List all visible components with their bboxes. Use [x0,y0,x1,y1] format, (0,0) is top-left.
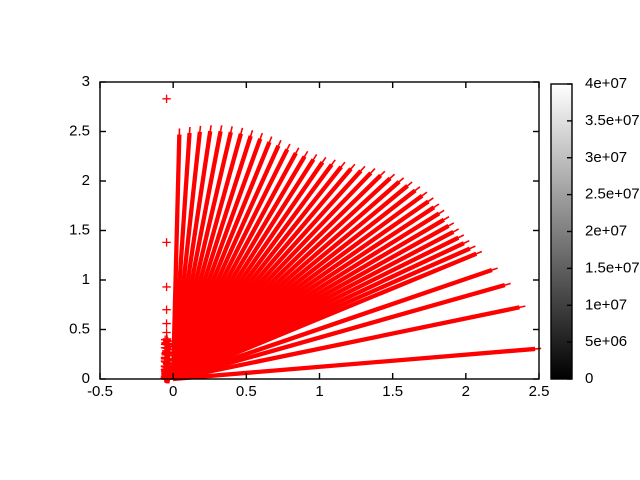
svg-text:2.5e+07: 2.5e+07 [585,186,640,203]
svg-text:4e+07: 4e+07 [585,75,627,92]
svg-text:3: 3 [82,73,90,90]
svg-text:0.5: 0.5 [236,383,257,400]
svg-text:0: 0 [585,370,593,387]
svg-text:2.5: 2.5 [529,383,550,400]
svg-text:2e+07: 2e+07 [585,223,627,240]
svg-text:0: 0 [169,383,177,400]
svg-text:0: 0 [82,370,90,387]
svg-text:1.5: 1.5 [69,222,90,239]
svg-text:1: 1 [82,271,90,288]
svg-text:1.5e+07: 1.5e+07 [585,259,640,276]
svg-text:2: 2 [462,383,470,400]
svg-text:1: 1 [315,383,323,400]
svg-text:3e+07: 3e+07 [585,149,627,166]
svg-text:5e+06: 5e+06 [585,333,627,350]
svg-text:1.5: 1.5 [382,383,403,400]
svg-text:2: 2 [82,172,90,189]
svg-text:-0.5: -0.5 [87,383,113,400]
svg-text:0.5: 0.5 [69,321,90,338]
svg-text:1e+07: 1e+07 [585,296,627,313]
svg-text:2.5: 2.5 [69,123,90,140]
svg-text:3.5e+07: 3.5e+07 [585,112,640,129]
